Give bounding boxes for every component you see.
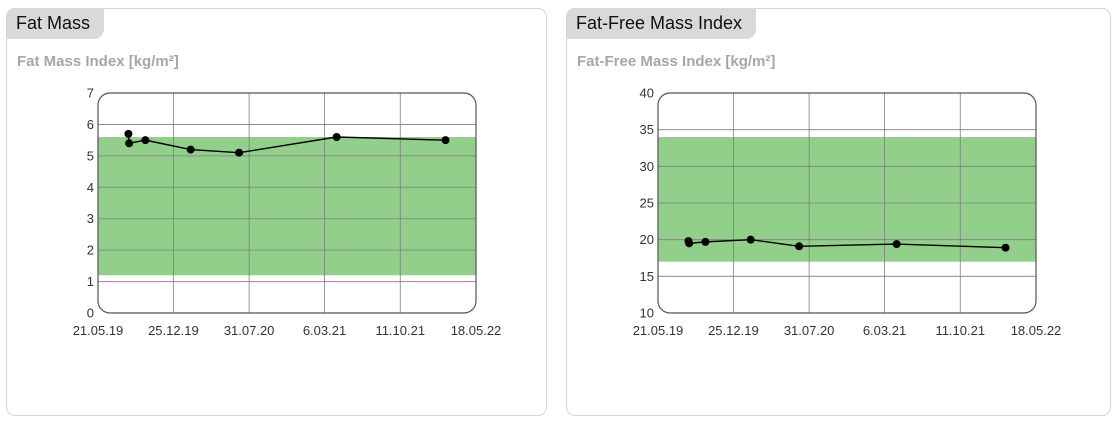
x-tick-label: 18.05.22 (1011, 323, 1062, 338)
y-tick-label: 5 (87, 148, 94, 163)
fat-free-mass-index-chart: 10 15 20 25 30 35 40 21.05.19 25.12.19 31.07.20 6.… (633, 86, 1062, 339)
x-tick-label: 25.12.19 (708, 323, 759, 338)
data-point (235, 148, 244, 157)
x-tick-label: 21.05.19 (73, 323, 124, 338)
fat-free-mass-index-subtitle: Fat-Free Mass Index [kg/m²] (577, 53, 776, 70)
plot-area (658, 93, 1036, 313)
x-tick-label: 25.12.19 (148, 323, 199, 338)
data-point (685, 239, 694, 248)
y-tick-label: 30 (640, 159, 654, 174)
y-tick-label: 3 (87, 211, 94, 226)
x-tick-label: 11.10.21 (375, 323, 425, 338)
data-point (125, 139, 134, 148)
x-tick-label: 6.03.21 (863, 323, 906, 338)
x-tick-label: 31.07.20 (784, 323, 835, 338)
fat-mass-card: Fat Mass Fat Mass Index [kg/m²] 0 1 2 3 4 5 6 7… (6, 8, 547, 416)
fat-mass-tab: Fat Mass (6, 8, 105, 39)
y-tick-label: 15 (640, 269, 654, 284)
x-tick-label: 18.05.22 (451, 323, 502, 338)
data-point (795, 242, 804, 251)
plot-frame (97, 92, 477, 314)
y-tick-label: 40 (640, 86, 654, 101)
y-tick-label: 10 (640, 306, 654, 321)
y-tick-label: 35 (640, 122, 654, 137)
data-point (701, 237, 710, 246)
x-tick-label: 11.10.21 (935, 323, 985, 338)
y-tick-label: 25 (640, 196, 654, 211)
y-tick-label: 20 (640, 232, 654, 247)
y-tick-label: 2 (87, 243, 94, 258)
data-point (441, 136, 450, 145)
data-point (124, 129, 133, 138)
fat-free-mass-index-card: Fat-Free Mass Index Fat-Free Mass Index … (566, 8, 1111, 416)
data-point (892, 240, 901, 249)
x-tick-label: 21.05.19 (633, 323, 684, 338)
data-point (332, 133, 341, 141)
reference-range-band (658, 137, 1036, 262)
y-tick-label: 7 (87, 86, 94, 101)
fat-mass-index-chart: 0 1 2 3 4 5 6 7 21.05.19 25.12.19 31.07.20 6.03.21 1… (73, 86, 502, 339)
fat-free-mass-index-tab: Fat-Free Mass Index (566, 8, 757, 39)
data-point (746, 235, 755, 244)
plot-frame (657, 92, 1037, 314)
y-tick-label: 4 (87, 180, 94, 195)
x-tick-label: 6.03.21 (303, 323, 346, 338)
reference-range-band (98, 137, 476, 276)
data-point (1001, 243, 1010, 252)
plot-area (98, 93, 476, 313)
y-tick-label: 0 (87, 306, 94, 321)
y-tick-label: 6 (87, 117, 94, 132)
data-point (141, 136, 150, 145)
x-tick-label: 31.07.20 (224, 323, 275, 338)
data-point (186, 145, 195, 154)
fat-mass-index-subtitle: Fat Mass Index [kg/m²] (17, 53, 179, 70)
y-tick-label: 1 (87, 274, 94, 289)
